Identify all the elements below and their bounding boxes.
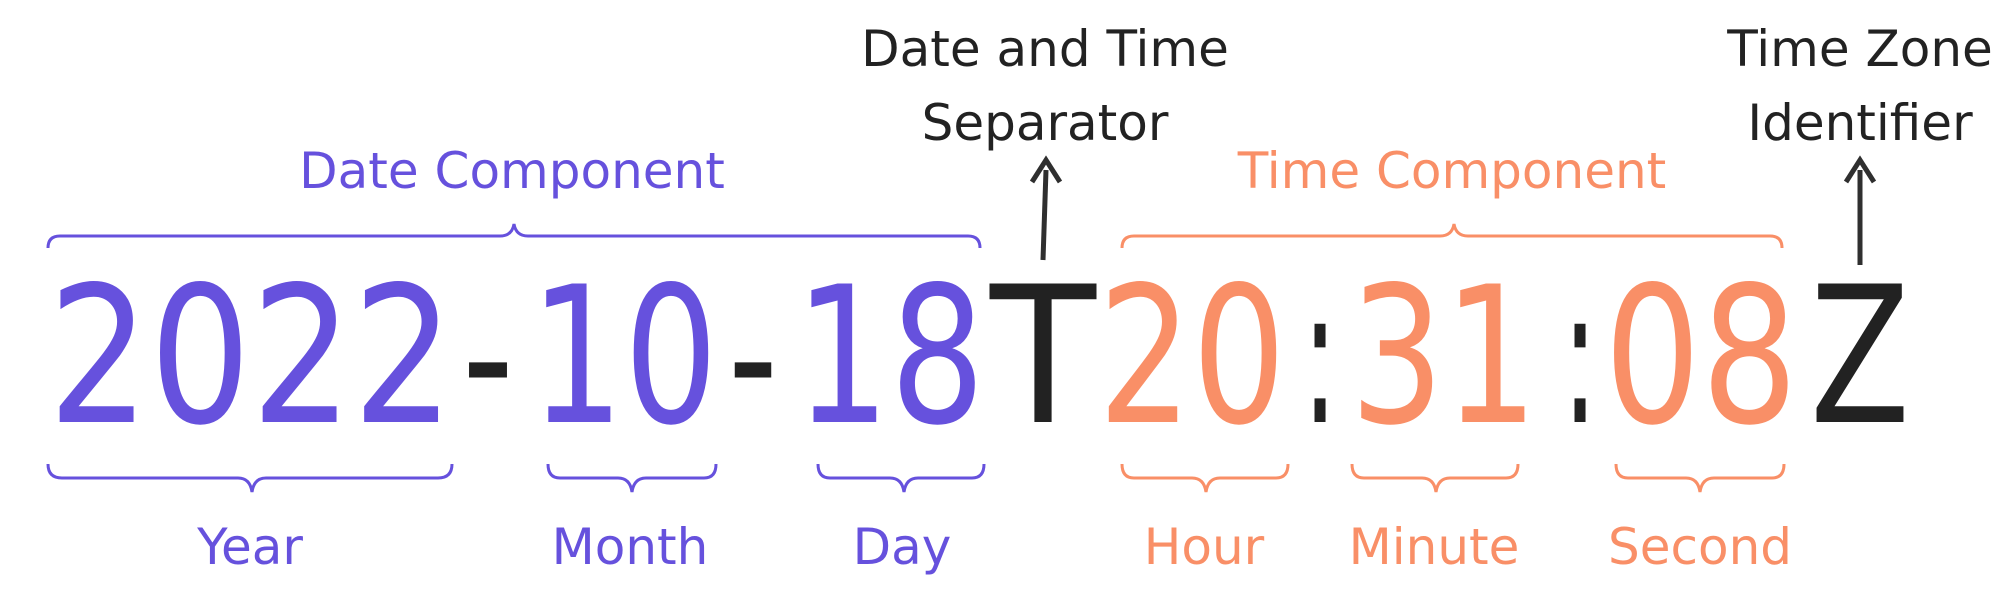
second-label: Second xyxy=(1608,518,1792,576)
month-label: Month xyxy=(552,518,709,576)
time-colon-2: : xyxy=(1562,246,1598,467)
day-digits: 18 xyxy=(795,246,985,467)
year-digits: 2022 xyxy=(48,246,454,467)
hour-label: Hour xyxy=(1144,518,1265,576)
minute-brace xyxy=(1350,463,1520,493)
time-component-brace xyxy=(1120,223,1784,249)
time-separator-t: T xyxy=(989,246,1097,467)
month-digits: 10 xyxy=(530,246,718,467)
time-zone-label-line2: Identifier xyxy=(1747,94,1973,152)
month-brace xyxy=(546,463,718,493)
separator-label-line1: Date and Time xyxy=(861,20,1229,78)
date-component-brace xyxy=(46,223,982,249)
second-digits: 08 xyxy=(1604,246,1798,467)
time-zone-arrow xyxy=(1843,155,1877,265)
date-hyphen-1: - xyxy=(462,246,514,467)
second-brace xyxy=(1614,463,1786,493)
year-brace xyxy=(46,463,454,493)
date-hyphen-2: - xyxy=(728,246,778,467)
separator-label-line2: Separator xyxy=(922,94,1169,152)
day-brace xyxy=(816,463,986,493)
year-label: Year xyxy=(196,518,303,576)
date-component-label: Date Component xyxy=(299,142,725,200)
hour-brace xyxy=(1120,463,1290,493)
time-zone-label-line1: Time Zone xyxy=(1726,20,1993,78)
time-colon-1: : xyxy=(1302,246,1338,467)
minute-digits: 31 xyxy=(1350,246,1538,467)
time-zone-z: Z xyxy=(1810,246,1910,467)
time-component-label: Time Component xyxy=(1237,142,1667,200)
minute-label: Minute xyxy=(1349,518,1520,576)
hour-digits: 20 xyxy=(1098,246,1286,467)
separator-arrow xyxy=(1029,155,1063,261)
day-label: Day xyxy=(853,518,952,576)
